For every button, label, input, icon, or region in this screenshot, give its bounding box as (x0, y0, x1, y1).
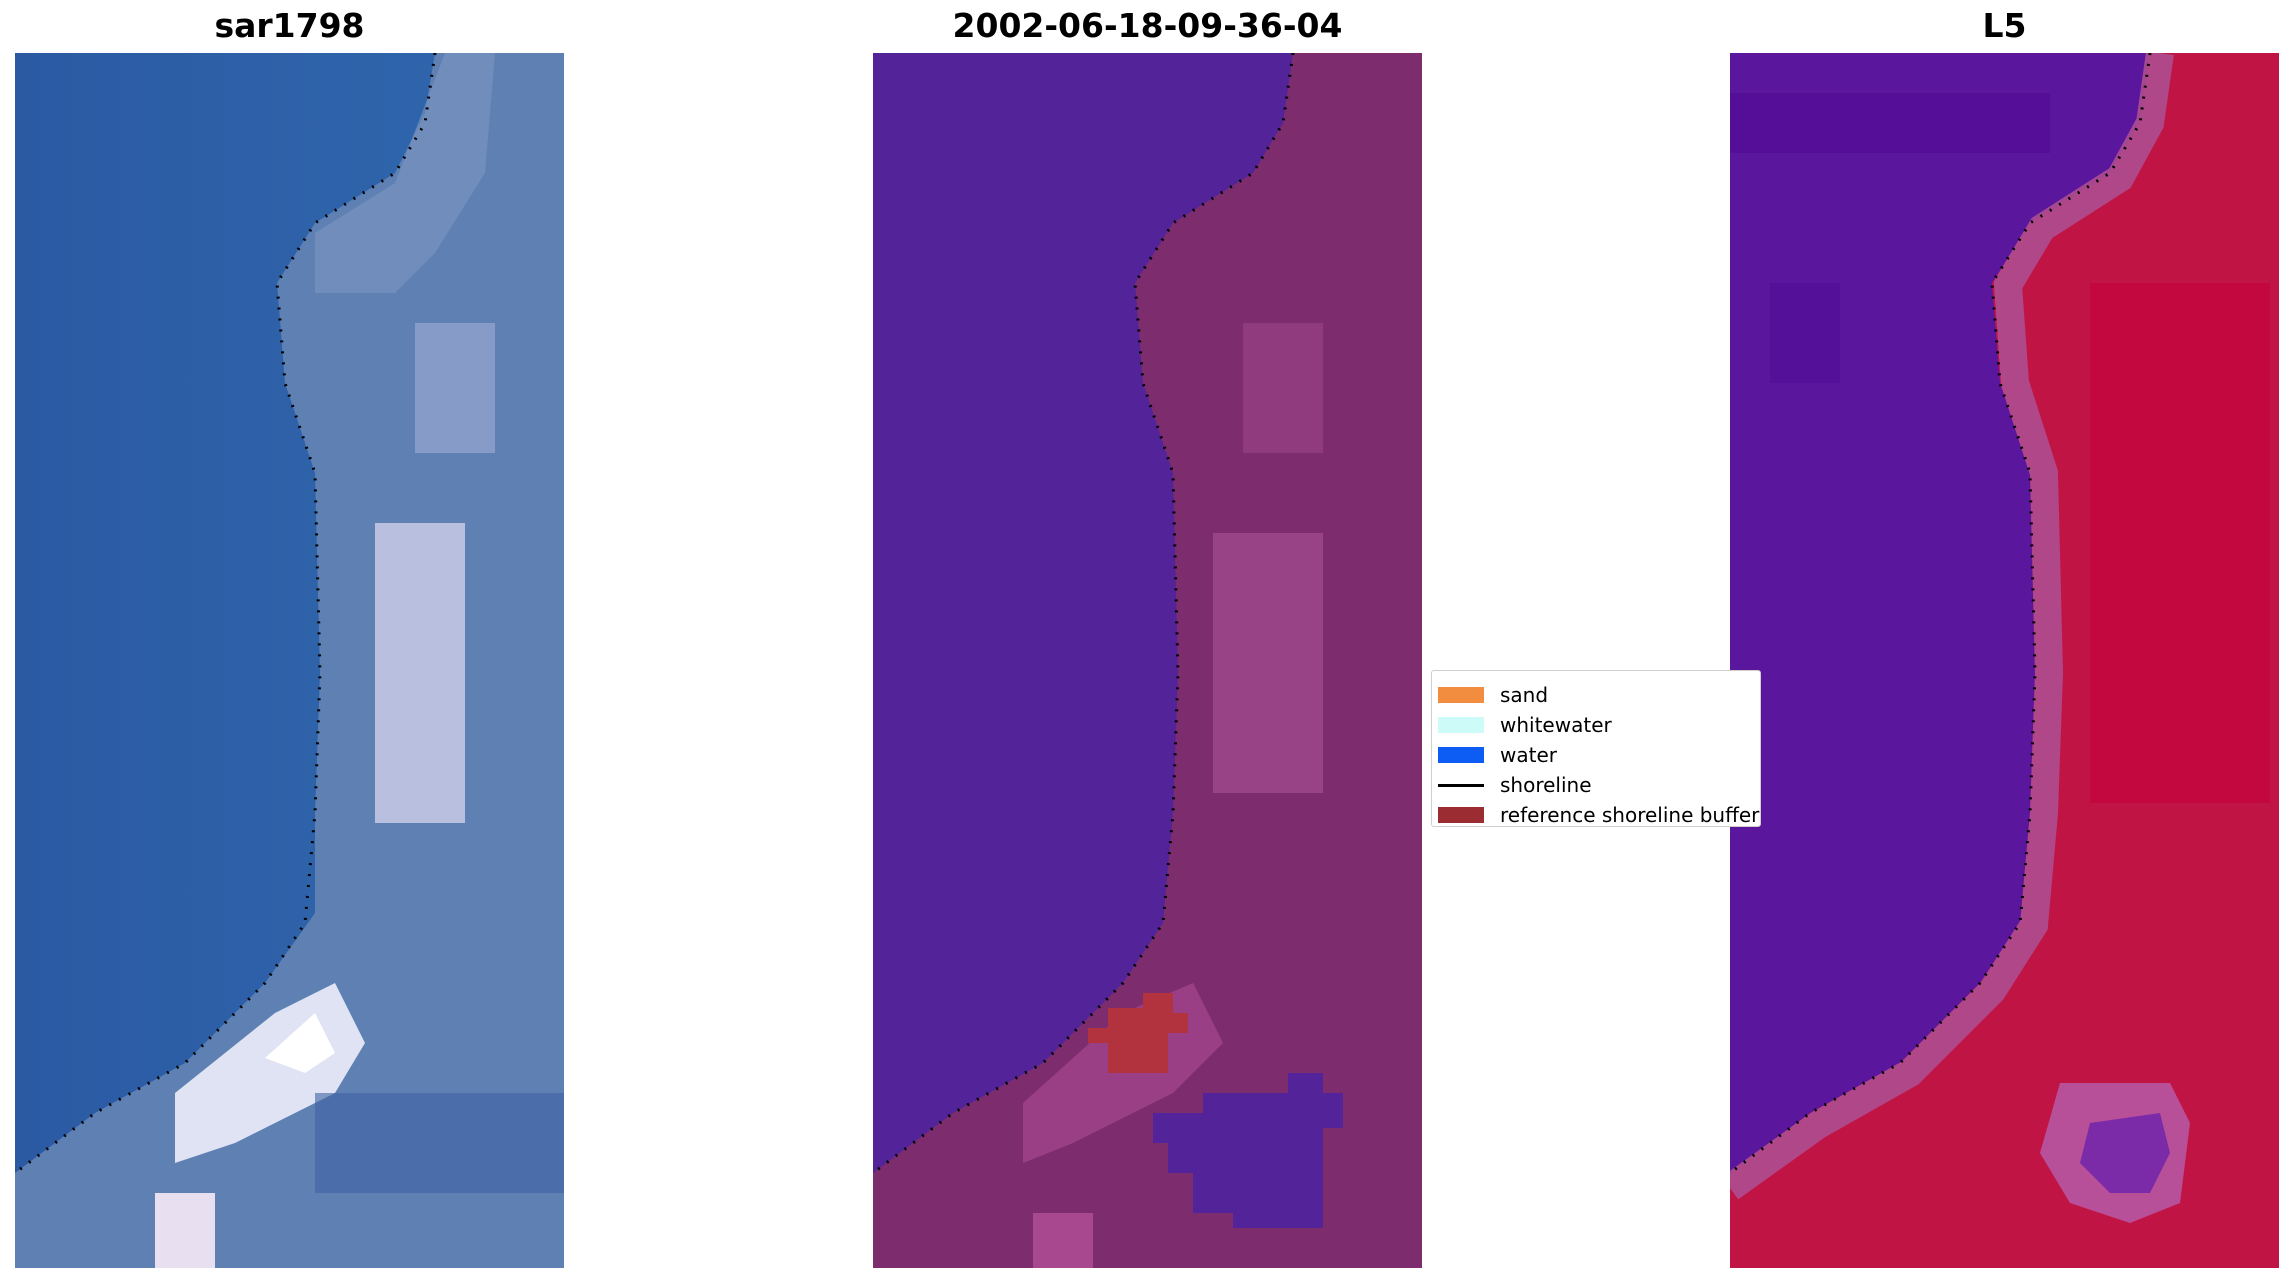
rgb-bright-patch (155, 1193, 215, 1268)
rgb-shoreline (15, 53, 437, 1175)
class-land-light (1213, 533, 1323, 793)
legend-item-shoreline: shoreline (1438, 773, 1592, 797)
legend-label-shoreline: shoreline (1500, 773, 1592, 797)
rgb-dark-patch (315, 1093, 564, 1193)
panel-rgb: sar1798 (15, 0, 564, 1270)
rgb-bright-patch (375, 523, 465, 823)
classification-image (873, 53, 1422, 1268)
legend-item-reference-buffer: reference shoreline buffer (1438, 803, 1760, 827)
index-dark-water (1770, 283, 1840, 383)
legend-swatch-sand (1438, 687, 1484, 703)
legend-line-shoreline (1438, 783, 1484, 787)
legend-swatch-whitewater (1438, 717, 1484, 733)
legend-item-water: water (1438, 743, 1557, 767)
index-water-patch (2080, 1113, 2170, 1193)
rgb-bright-patch (415, 323, 495, 453)
index-dark-water (1730, 93, 2050, 153)
legend-label-reference-buffer: reference shoreline buffer (1500, 803, 1760, 827)
panel-title-classification: 2002-06-18-09-36-04 (952, 6, 1343, 45)
legend-item-whitewater: whitewater (1438, 713, 1612, 737)
panel-title-rgb: sar1798 (214, 6, 365, 45)
index-image (1730, 53, 2279, 1268)
index-edge (1730, 53, 2174, 1200)
class-water-area (873, 53, 1293, 1173)
rgb-whitewater (265, 1013, 335, 1073)
legend-label-sand: sand (1500, 683, 1549, 707)
legend-swatch-reference-buffer (1438, 807, 1484, 823)
legend-label-water: water (1500, 743, 1557, 767)
legend: sand whitewater water shoreline referenc… (1431, 670, 1761, 827)
legend-label-whitewater: whitewater (1500, 713, 1612, 737)
index-shoreline (1730, 53, 2152, 1175)
legend-swatch-water (1438, 747, 1484, 763)
class-land-light (1243, 323, 1323, 453)
rgb-land-highlight (315, 53, 495, 293)
class-water-patch (1153, 1073, 1343, 1228)
panel-index: L5 (1730, 0, 2279, 1270)
legend-item-sand: sand (1438, 683, 1548, 707)
class-land-light (1033, 1213, 1093, 1268)
index-land-strong (2090, 283, 2270, 803)
rgb-image (15, 53, 564, 1268)
class-shoreline (873, 53, 1295, 1175)
panel-classification: 2002-06-18-09-36-04 (873, 0, 1422, 1270)
class-buffer-area (1088, 993, 1188, 1073)
panel-title-index: L5 (1982, 6, 2027, 45)
